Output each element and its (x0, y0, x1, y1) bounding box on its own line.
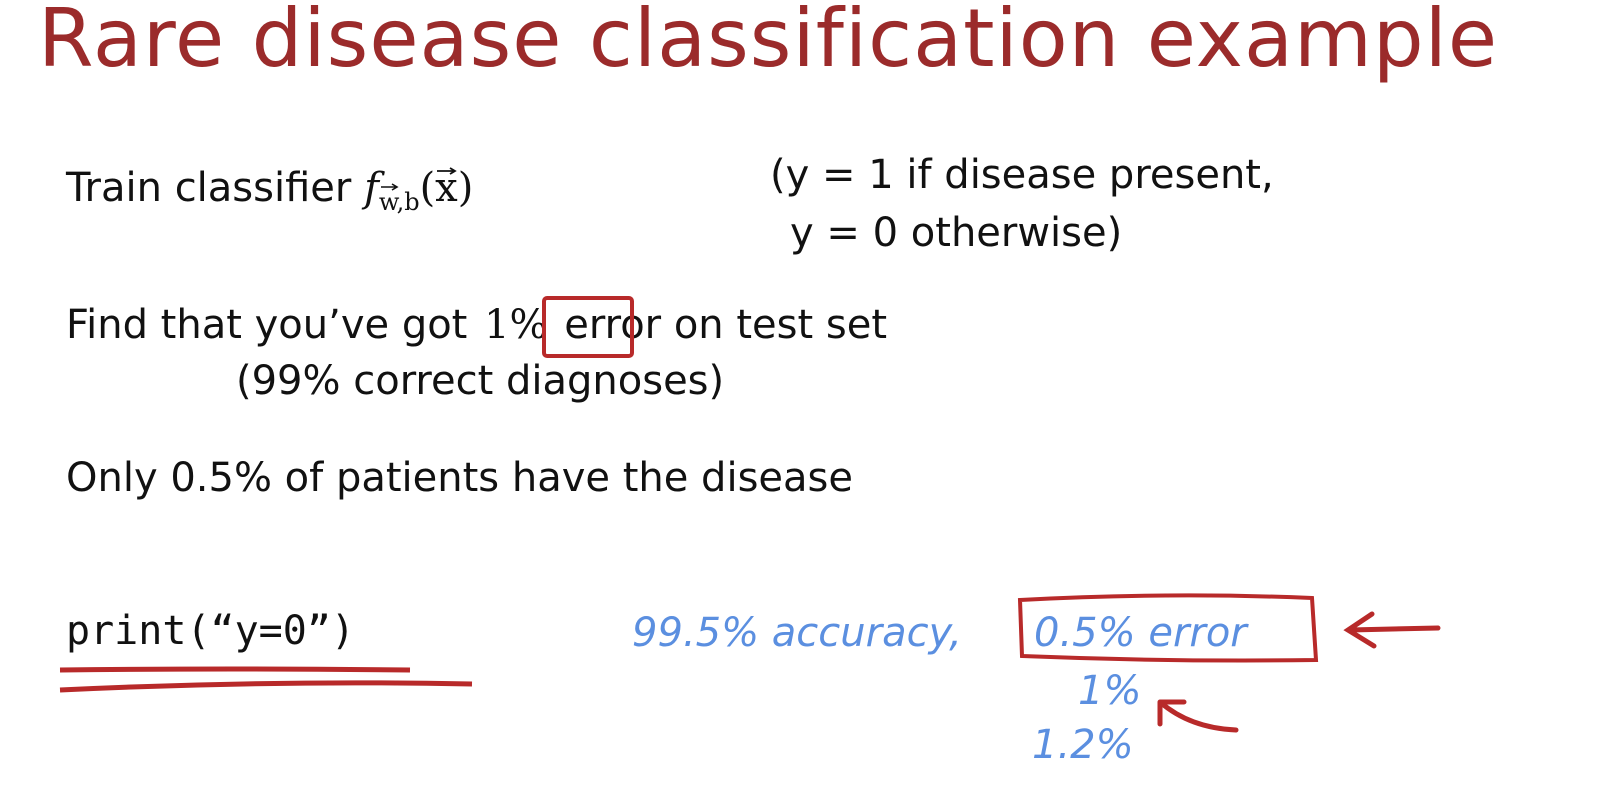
alt-error-2: 1.2% (1032, 722, 1134, 768)
error-post: error on test set (551, 302, 888, 348)
vector-arrow-x-icon (436, 167, 457, 175)
label-definition-1: (y = 1 if disease present, (770, 152, 1274, 198)
error-pre: Find that you’ve got (66, 302, 481, 348)
slide-title: Rare disease classification example (38, 0, 1499, 85)
alt-error-1: 1% (1078, 668, 1142, 714)
function-argument: (x) (419, 165, 474, 211)
underline-2 (59, 680, 473, 693)
vector-arrow-w-icon (380, 183, 399, 191)
function-subscript: w,b (378, 188, 420, 216)
arrow-left-icon (1343, 611, 1441, 649)
boxed-error-value: 1% (484, 302, 548, 348)
prevalence-line: Only 0.5% of patients have the disease (66, 455, 853, 501)
red-box-error (1017, 593, 1319, 663)
correct-diagnoses: (99% correct diagnoses) (236, 358, 725, 404)
red-box-1pct (542, 296, 634, 358)
error-annotation: 0.5% error (1034, 610, 1247, 656)
accuracy-annotation: 99.5% accuracy, (632, 610, 962, 656)
label-definition-2: y = 0 otherwise) (790, 210, 1123, 256)
function-subscript-wrap: w,b (379, 165, 420, 216)
underline-1 (59, 666, 411, 673)
error-line: Find that you’ve got 1% error on test se… (66, 302, 887, 348)
train-classifier-line: Train classifier f w,b (x) (66, 165, 473, 216)
code-print: print(“y=0”) (66, 608, 355, 654)
train-text: Train classifier (66, 165, 365, 211)
function-argument-wrap: (x) (420, 165, 474, 211)
function-symbol: f (364, 165, 379, 211)
arrow-up-left-icon (1157, 699, 1239, 733)
